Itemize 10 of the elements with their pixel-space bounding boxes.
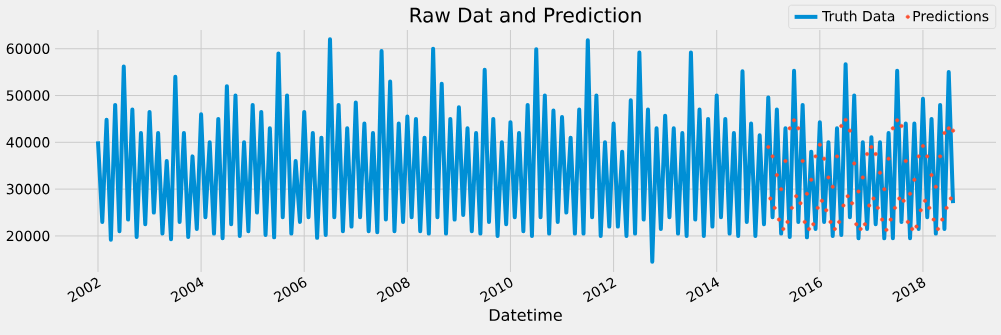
legend-label: Truth Data <box>822 10 895 22</box>
y-tick-label: 20000 <box>6 230 50 242</box>
y-tick-label: 30000 <box>6 183 50 195</box>
y-tick-label: 60000 <box>6 43 50 54</box>
y-tick-label: 50000 <box>6 90 50 101</box>
y-tick-label: 40000 <box>6 137 50 148</box>
x-axis-title: Datetime <box>489 308 562 322</box>
chart-title: Raw Dat and Prediction <box>410 7 641 23</box>
line-series <box>95 37 956 264</box>
legend-label: Predictions <box>913 10 989 22</box>
